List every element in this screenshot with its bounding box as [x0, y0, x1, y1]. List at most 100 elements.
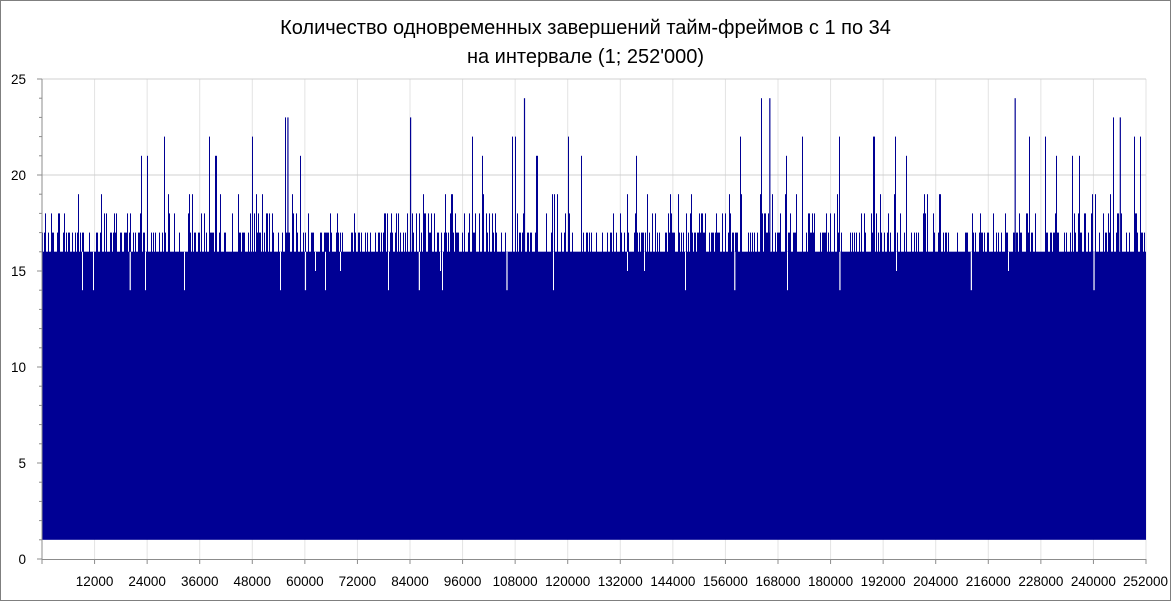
- bar: [224, 232, 225, 253]
- bar: [731, 251, 732, 253]
- bar: [146, 251, 147, 253]
- bar: [1079, 155, 1080, 253]
- bar: [286, 232, 287, 253]
- bar: [975, 232, 976, 253]
- bar: [970, 251, 971, 253]
- bar: [329, 251, 330, 253]
- bar: [898, 251, 899, 253]
- bar: [600, 251, 601, 253]
- bar: [1115, 251, 1116, 253]
- bar: [43, 251, 44, 253]
- bar: [390, 232, 391, 253]
- bar: [155, 232, 156, 253]
- bar: [663, 251, 664, 253]
- bar: [120, 232, 121, 253]
- bar: [1012, 251, 1013, 253]
- bar: [435, 251, 436, 253]
- bar: [603, 251, 604, 253]
- bar: [493, 232, 494, 253]
- bar: [1025, 251, 1026, 253]
- bar: [404, 251, 405, 253]
- bar: [810, 232, 811, 253]
- bar: [705, 213, 706, 253]
- bar: [169, 213, 170, 253]
- bar: [370, 232, 371, 253]
- bar: [127, 213, 128, 253]
- bar: [192, 194, 193, 253]
- bar: [426, 251, 427, 253]
- bar: [502, 251, 503, 253]
- bar: [548, 251, 549, 253]
- bar: [392, 232, 393, 253]
- bar: [536, 155, 537, 253]
- bar: [183, 251, 184, 253]
- bar: [634, 232, 635, 253]
- bar: [102, 251, 103, 253]
- bar: [839, 136, 840, 253]
- bar: [338, 232, 339, 253]
- bar: [196, 251, 197, 253]
- bar: [221, 251, 222, 253]
- bar: [1127, 251, 1128, 253]
- bar: [299, 251, 300, 253]
- bar: [1028, 232, 1029, 253]
- bar: [895, 136, 896, 253]
- bar: [108, 251, 109, 253]
- bar: [777, 232, 778, 253]
- bar: [837, 194, 838, 253]
- bar: [793, 232, 794, 253]
- y-tick-label: 15: [11, 264, 26, 279]
- bar: [459, 251, 460, 253]
- bar: [956, 251, 957, 253]
- bar: [516, 251, 517, 253]
- bar: [188, 213, 189, 253]
- bar: [894, 194, 895, 253]
- bar: [444, 232, 445, 253]
- bar: [341, 251, 342, 253]
- bar: [129, 232, 130, 253]
- bar: [1105, 232, 1106, 253]
- bar: [977, 251, 978, 253]
- x-tick-label: 168000: [755, 574, 800, 589]
- bar: [387, 213, 388, 253]
- bar: [479, 213, 480, 253]
- bar: [501, 232, 502, 253]
- bar: [760, 194, 761, 253]
- bar: [661, 251, 662, 253]
- bar: [568, 136, 569, 253]
- bar: [298, 251, 299, 253]
- bar: [61, 251, 62, 253]
- bar: [178, 251, 179, 253]
- bar: [709, 232, 710, 253]
- bar: [393, 251, 394, 253]
- bar: [464, 213, 465, 253]
- bar: [133, 232, 134, 253]
- bar: [873, 136, 874, 253]
- bar: [498, 251, 499, 253]
- bar: [378, 232, 379, 253]
- bar: [412, 213, 413, 253]
- bar: [613, 213, 614, 253]
- bar: [1032, 232, 1033, 253]
- bar: [1069, 251, 1070, 253]
- bar: [389, 251, 390, 253]
- x-tick-label: 180000: [808, 574, 853, 589]
- x-tick-label: 216000: [966, 574, 1011, 589]
- bar: [670, 194, 671, 253]
- bar: [278, 232, 279, 253]
- bar: [1043, 251, 1044, 253]
- bar: [333, 251, 334, 253]
- bar: [149, 251, 150, 253]
- bar: [519, 232, 520, 253]
- bar: [407, 213, 408, 253]
- x-tick-label: 108000: [493, 574, 538, 589]
- bar: [132, 251, 133, 253]
- bar: [987, 232, 988, 253]
- bar: [782, 251, 783, 253]
- bar: [994, 251, 995, 253]
- bar: [225, 232, 226, 253]
- bar: [284, 251, 285, 253]
- bar: [97, 232, 98, 253]
- bar: [396, 213, 397, 253]
- bar: [1019, 213, 1020, 253]
